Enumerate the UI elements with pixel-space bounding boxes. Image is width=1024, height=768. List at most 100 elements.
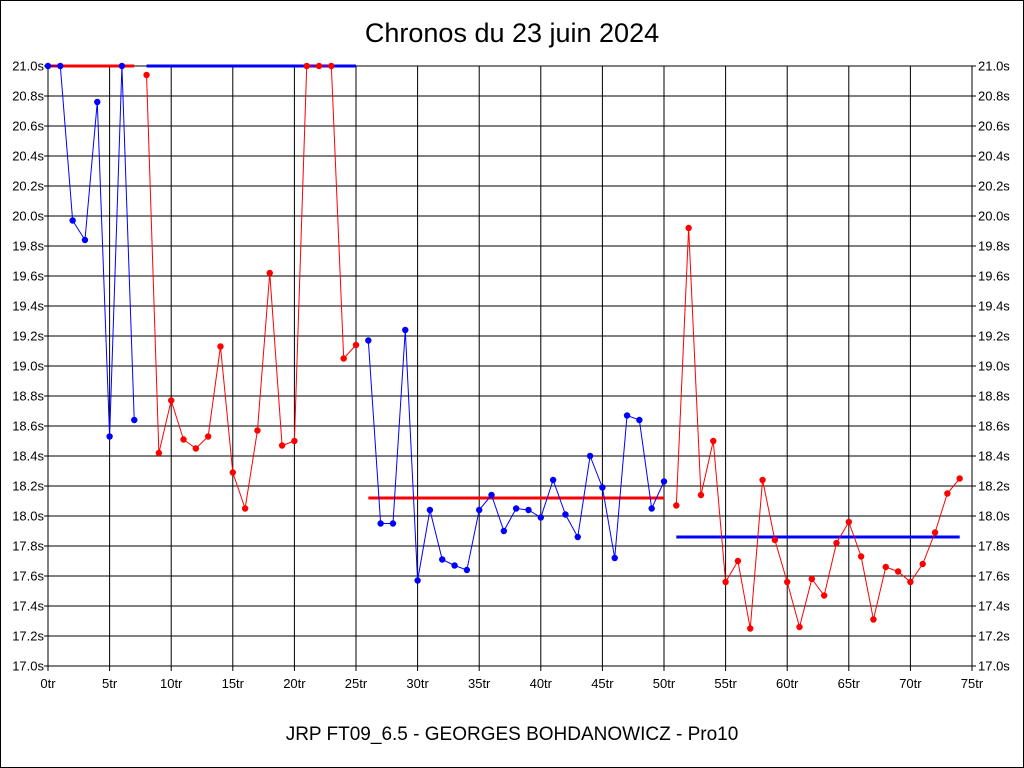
y-tick-label-right: 20.6s bbox=[978, 119, 1010, 134]
y-tick-label-right: 17.0s bbox=[978, 659, 1010, 674]
data-point bbox=[944, 490, 951, 497]
data-point bbox=[857, 553, 865, 560]
data-point bbox=[894, 568, 902, 575]
data-point bbox=[488, 491, 495, 499]
data-point bbox=[586, 452, 594, 460]
data-point bbox=[266, 269, 273, 277]
y-tick-label-right: 19.2s bbox=[978, 329, 1010, 344]
data-point bbox=[636, 416, 643, 424]
x-tick-label: 75tr bbox=[961, 676, 984, 691]
y-tick-label-left: 19.8s bbox=[12, 239, 44, 254]
x-tick-label: 40tr bbox=[530, 676, 553, 691]
y-tick-label-right: 18.2s bbox=[978, 479, 1010, 494]
chart-title: Chronos du 23 juin 2024 bbox=[364, 18, 660, 48]
data-point bbox=[377, 520, 384, 527]
grid bbox=[47, 65, 973, 667]
y-tick-label-left: 20.8s bbox=[12, 89, 44, 104]
y-tick-label-left: 19.4s bbox=[12, 299, 44, 314]
y-tick-label-left: 20.2s bbox=[12, 179, 44, 194]
y-tick-label-left: 17.6s bbox=[12, 569, 44, 584]
data-point bbox=[599, 484, 606, 491]
data-point bbox=[611, 554, 618, 562]
data-point bbox=[69, 217, 76, 224]
data-point bbox=[549, 476, 557, 484]
data-point bbox=[870, 616, 877, 623]
data-point bbox=[882, 563, 889, 571]
data-point bbox=[710, 437, 717, 445]
data-point bbox=[328, 62, 335, 70]
data-point bbox=[229, 469, 236, 476]
y-tick-label-left: 21.0s bbox=[12, 59, 44, 74]
x-tick-label: 65tr bbox=[838, 676, 861, 691]
data-point bbox=[414, 577, 421, 584]
chart-subtitle: JRP FT09_6.5 - GEORGES BOHDANOWICZ - Pro… bbox=[285, 724, 739, 745]
y-tick-label-left: 17.2s bbox=[12, 629, 44, 644]
series-line bbox=[675, 227, 961, 629]
y-tick-label-left: 20.0s bbox=[12, 209, 44, 224]
data-point bbox=[155, 449, 163, 457]
data-point bbox=[180, 436, 187, 443]
data-point bbox=[340, 355, 347, 362]
data-point bbox=[648, 505, 655, 512]
data-point bbox=[919, 560, 926, 568]
data-point bbox=[57, 62, 64, 70]
y-tick-label-right: 19.4s bbox=[978, 299, 1010, 314]
x-tick-label: 70tr bbox=[899, 676, 922, 691]
y-tick-label-left: 18.4s bbox=[12, 449, 44, 464]
data-point bbox=[254, 427, 261, 434]
data-point bbox=[796, 623, 803, 631]
x-tick-label: 30tr bbox=[406, 676, 429, 691]
data-point bbox=[439, 556, 446, 563]
data-point bbox=[352, 341, 360, 349]
x-tick-label: 20tr bbox=[283, 676, 306, 691]
x-tick-label: 60tr bbox=[776, 676, 799, 691]
x-tick-label: 15tr bbox=[222, 676, 245, 691]
data-point bbox=[747, 625, 754, 632]
y-tick-label-left: 18.6s bbox=[12, 419, 44, 434]
data-point bbox=[241, 505, 249, 512]
y-tick-label-left: 20.4s bbox=[12, 149, 44, 164]
y-tick-label-left: 18.2s bbox=[12, 479, 44, 494]
y-tick-label-left: 19.0s bbox=[12, 359, 44, 374]
y-tick-label-left: 19.2s bbox=[12, 329, 44, 344]
data-point bbox=[81, 236, 89, 244]
data-point bbox=[476, 506, 483, 514]
x-tick-label: 0tr bbox=[40, 676, 56, 691]
x-tick-label: 50tr bbox=[653, 676, 676, 691]
data-point bbox=[907, 578, 914, 586]
data-point bbox=[278, 442, 286, 449]
data-point bbox=[722, 578, 729, 586]
y-tick-label-left: 20.6s bbox=[12, 119, 44, 134]
data-point bbox=[820, 592, 828, 599]
data-point bbox=[673, 502, 680, 509]
data-point bbox=[291, 437, 298, 445]
x-tick-label: 45tr bbox=[591, 676, 614, 691]
data-point bbox=[451, 562, 458, 569]
y-tick-label-right: 20.4s bbox=[978, 149, 1010, 164]
y-tick-label-right: 18.6s bbox=[978, 419, 1010, 434]
x-tick-label: 35tr bbox=[468, 676, 491, 691]
data-point bbox=[562, 511, 569, 518]
y-tick-label-right: 19.6s bbox=[978, 269, 1010, 284]
data-point bbox=[734, 557, 742, 565]
y-tick-label-right: 17.2s bbox=[978, 629, 1010, 644]
y-tick-label-right: 20.2s bbox=[978, 179, 1010, 194]
y-tick-label-left: 17.8s bbox=[12, 539, 44, 554]
y-tick-label-right: 21.0s bbox=[978, 59, 1010, 74]
y-tick-label-right: 17.4s bbox=[978, 599, 1010, 614]
data-point bbox=[204, 433, 212, 440]
y-tick-label-right: 17.8s bbox=[978, 539, 1010, 554]
data-point bbox=[131, 416, 138, 424]
y-tick-label-left: 19.6s bbox=[12, 269, 44, 284]
data-point bbox=[94, 98, 101, 106]
y-tick-label-right: 20.8s bbox=[978, 89, 1010, 104]
data-point bbox=[784, 578, 791, 586]
x-tick-label: 10tr bbox=[160, 676, 183, 691]
data-point bbox=[426, 506, 434, 514]
axes: 0tr 5tr 10tr 15tr 20tr 25tr 30tr 35tr 40tr 45tr 50… bbox=[12, 59, 1010, 692]
y-tick-label-left: 18.0s bbox=[12, 509, 44, 524]
data-point bbox=[660, 478, 668, 485]
data-point bbox=[303, 62, 310, 70]
data-point bbox=[389, 520, 397, 527]
